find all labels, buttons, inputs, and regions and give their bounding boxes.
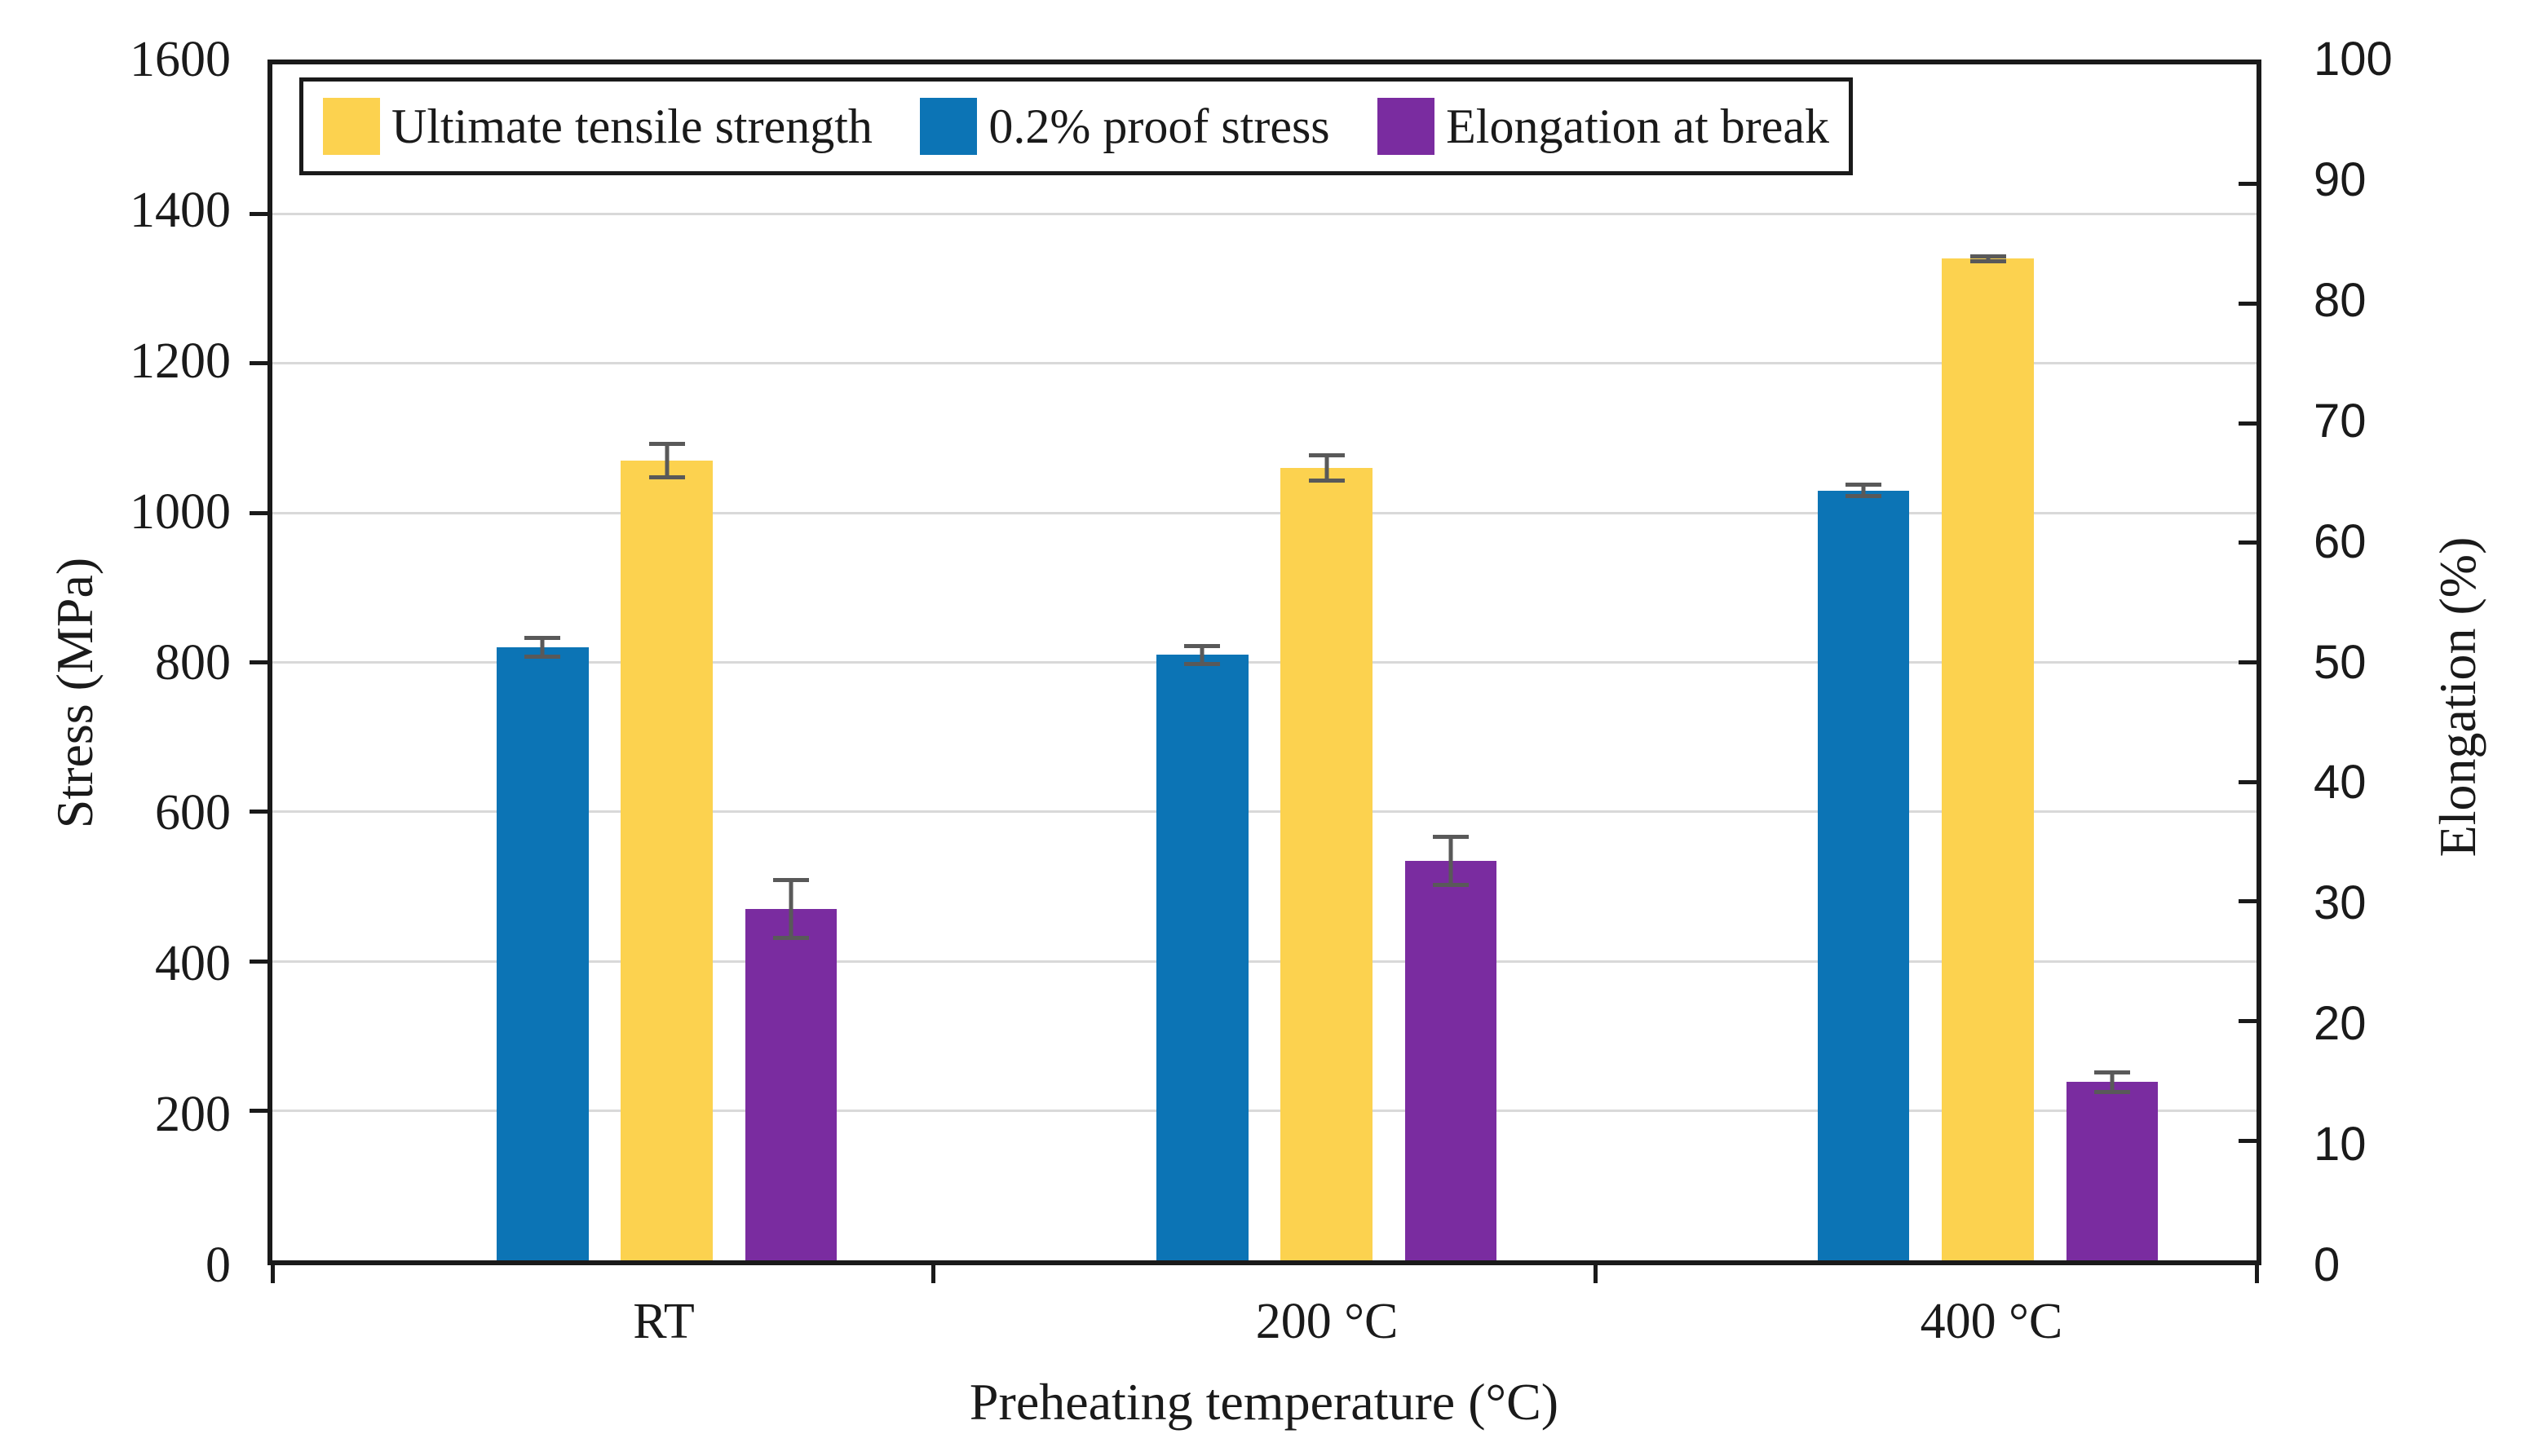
left-axis-tick-label: 0 [206,1238,231,1293]
left-axis-tick-label: 1000 [130,483,231,540]
bar-0-2-proof-stress-rt [497,647,589,1260]
left-axis-tick-labels: 0 200 400 600 800 1000 1200 1400 1600 [0,34,231,1291]
right-axis-tick-labels: 0 10 20 30 40 50 60 70 80 90 100 [2314,36,2509,1289]
right-axis-tick-label: 90 [2314,152,2367,206]
error-bar-ultimate-tensile-strength-200-c [1308,452,1345,483]
legend-swatch-uts [323,98,380,155]
error-bar-elongation-at-break-rt [772,877,809,940]
left-axis-tick-label: 400 [155,936,231,992]
bar-elongation-at-break-rt [745,908,838,1260]
left-axis-tick [250,959,267,964]
error-bar-stem [665,446,670,475]
left-axis-tick [250,660,267,664]
gridline [272,1110,2257,1113]
right-axis-tick-label: 20 [2314,997,2367,1051]
error-bar-stem [789,881,793,936]
left-axis-tick-label: 1400 [130,182,231,238]
right-axis-tick [2239,421,2257,426]
gridline [272,212,2257,215]
x-axis-tick [270,1265,275,1283]
gridline [272,960,2257,963]
right-axis-tick-label: 80 [2314,273,2367,327]
error-bar-0-2-proof-stress-rt [524,636,561,659]
gridline [272,810,2257,814]
right-axis-tick [2239,540,2257,545]
left-axis-tick-label: 1600 [130,32,231,87]
error-bar-stem [1448,838,1453,884]
right-axis-tick [2239,182,2257,187]
right-axis-tick-label: 50 [2314,635,2367,689]
left-axis-title: Stress (MPa) [46,557,104,829]
x-axis-tick-label: 400 °C [1920,1294,2063,1349]
right-axis-tick-label: 10 [2314,1118,2367,1171]
legend-item-uts: Ultimate tensile strength [323,98,873,155]
right-axis-tick [2239,899,2257,904]
left-axis-tick-label: 200 [155,1087,231,1143]
gridline [272,362,2257,365]
x-axis-tick-label: RT [633,1294,695,1349]
error-bar-stem [1861,487,1866,494]
error-bar-stem [2110,1074,2115,1091]
left-axis-tick [250,361,267,366]
error-bar-ultimate-tensile-strength-400-c [1969,254,2006,263]
gridline [272,661,2257,664]
bar-elongation-at-break-200-c [1404,861,1497,1260]
error-bar-elongation-at-break-400-c [2093,1070,2130,1095]
x-axis-tick-labels: RT 200 °C 400 °C [267,1296,2261,1361]
right-axis-tick [2239,1019,2257,1024]
legend: Ultimate tensile strength 0.2% proof str… [299,77,1853,175]
right-axis-tick [2239,779,2257,784]
x-axis-tick [2254,1265,2259,1283]
bar-ultimate-tensile-strength-rt [621,460,713,1260]
left-axis-tick [250,1109,267,1114]
right-axis-tick-label: 40 [2314,756,2367,810]
bar-ultimate-tensile-strength-200-c [1280,468,1373,1260]
bar-0-2-proof-stress-200-c [1156,655,1249,1260]
right-axis-tick [2239,1138,2257,1143]
left-axis-tick-label: 1200 [130,333,231,389]
x-axis-title: Preheating temperature (°C) [969,1373,1559,1431]
legend-item-proof-stress: 0.2% proof stress [920,98,1330,155]
bar-elongation-at-break-400-c [2066,1082,2159,1260]
x-axis-tick-label: 200 °C [1255,1294,1399,1349]
right-axis-tick-label: 60 [2314,514,2367,568]
left-axis-tick-label: 600 [155,785,231,841]
right-axis-tick-label: 70 [2314,394,2367,448]
error-bar-stem [1986,258,1991,259]
error-bar-stem [1200,647,1205,663]
right-axis-tick [2239,301,2257,306]
plot-area: Ultimate tensile strength 0.2% proof str… [250,60,2261,1283]
legend-item-elongation: Elongation at break [1377,98,1829,155]
error-bar-0-2-proof-stress-400-c [1845,483,1882,498]
right-axis-title: Elongation (%) [2429,536,2486,858]
left-axis-tick [250,810,267,814]
right-axis-tick-label: 100 [2314,33,2393,86]
right-axis-tick-label: 30 [2314,876,2367,930]
left-axis-tick-label: 800 [155,634,231,690]
error-bar-0-2-proof-stress-200-c [1184,643,1221,667]
legend-label-elongation: Elongation at break [1446,99,1829,153]
bar-ultimate-tensile-strength-400-c [1942,258,2034,1260]
legend-label-proof-stress: 0.2% proof stress [988,99,1330,153]
bar-0-2-proof-stress-400-c [1818,490,1910,1260]
gridline [272,511,2257,514]
error-bar-stem [540,640,545,655]
legend-swatch-elongation [1377,98,1435,155]
left-axis-tick [250,510,267,515]
x-axis-tick [1593,1265,1598,1283]
error-bar-stem [1324,457,1329,479]
legend-label-uts: Ultimate tensile strength [391,99,873,153]
legend-swatch-proof-stress [920,98,978,155]
right-axis-tick [2239,660,2257,664]
error-bar-elongation-at-break-200-c [1432,834,1469,888]
error-bar-ultimate-tensile-strength-rt [648,442,685,479]
x-axis-tick [931,1265,936,1283]
left-axis-tick [250,211,267,216]
right-axis-tick-label: 0 [2314,1238,2341,1291]
